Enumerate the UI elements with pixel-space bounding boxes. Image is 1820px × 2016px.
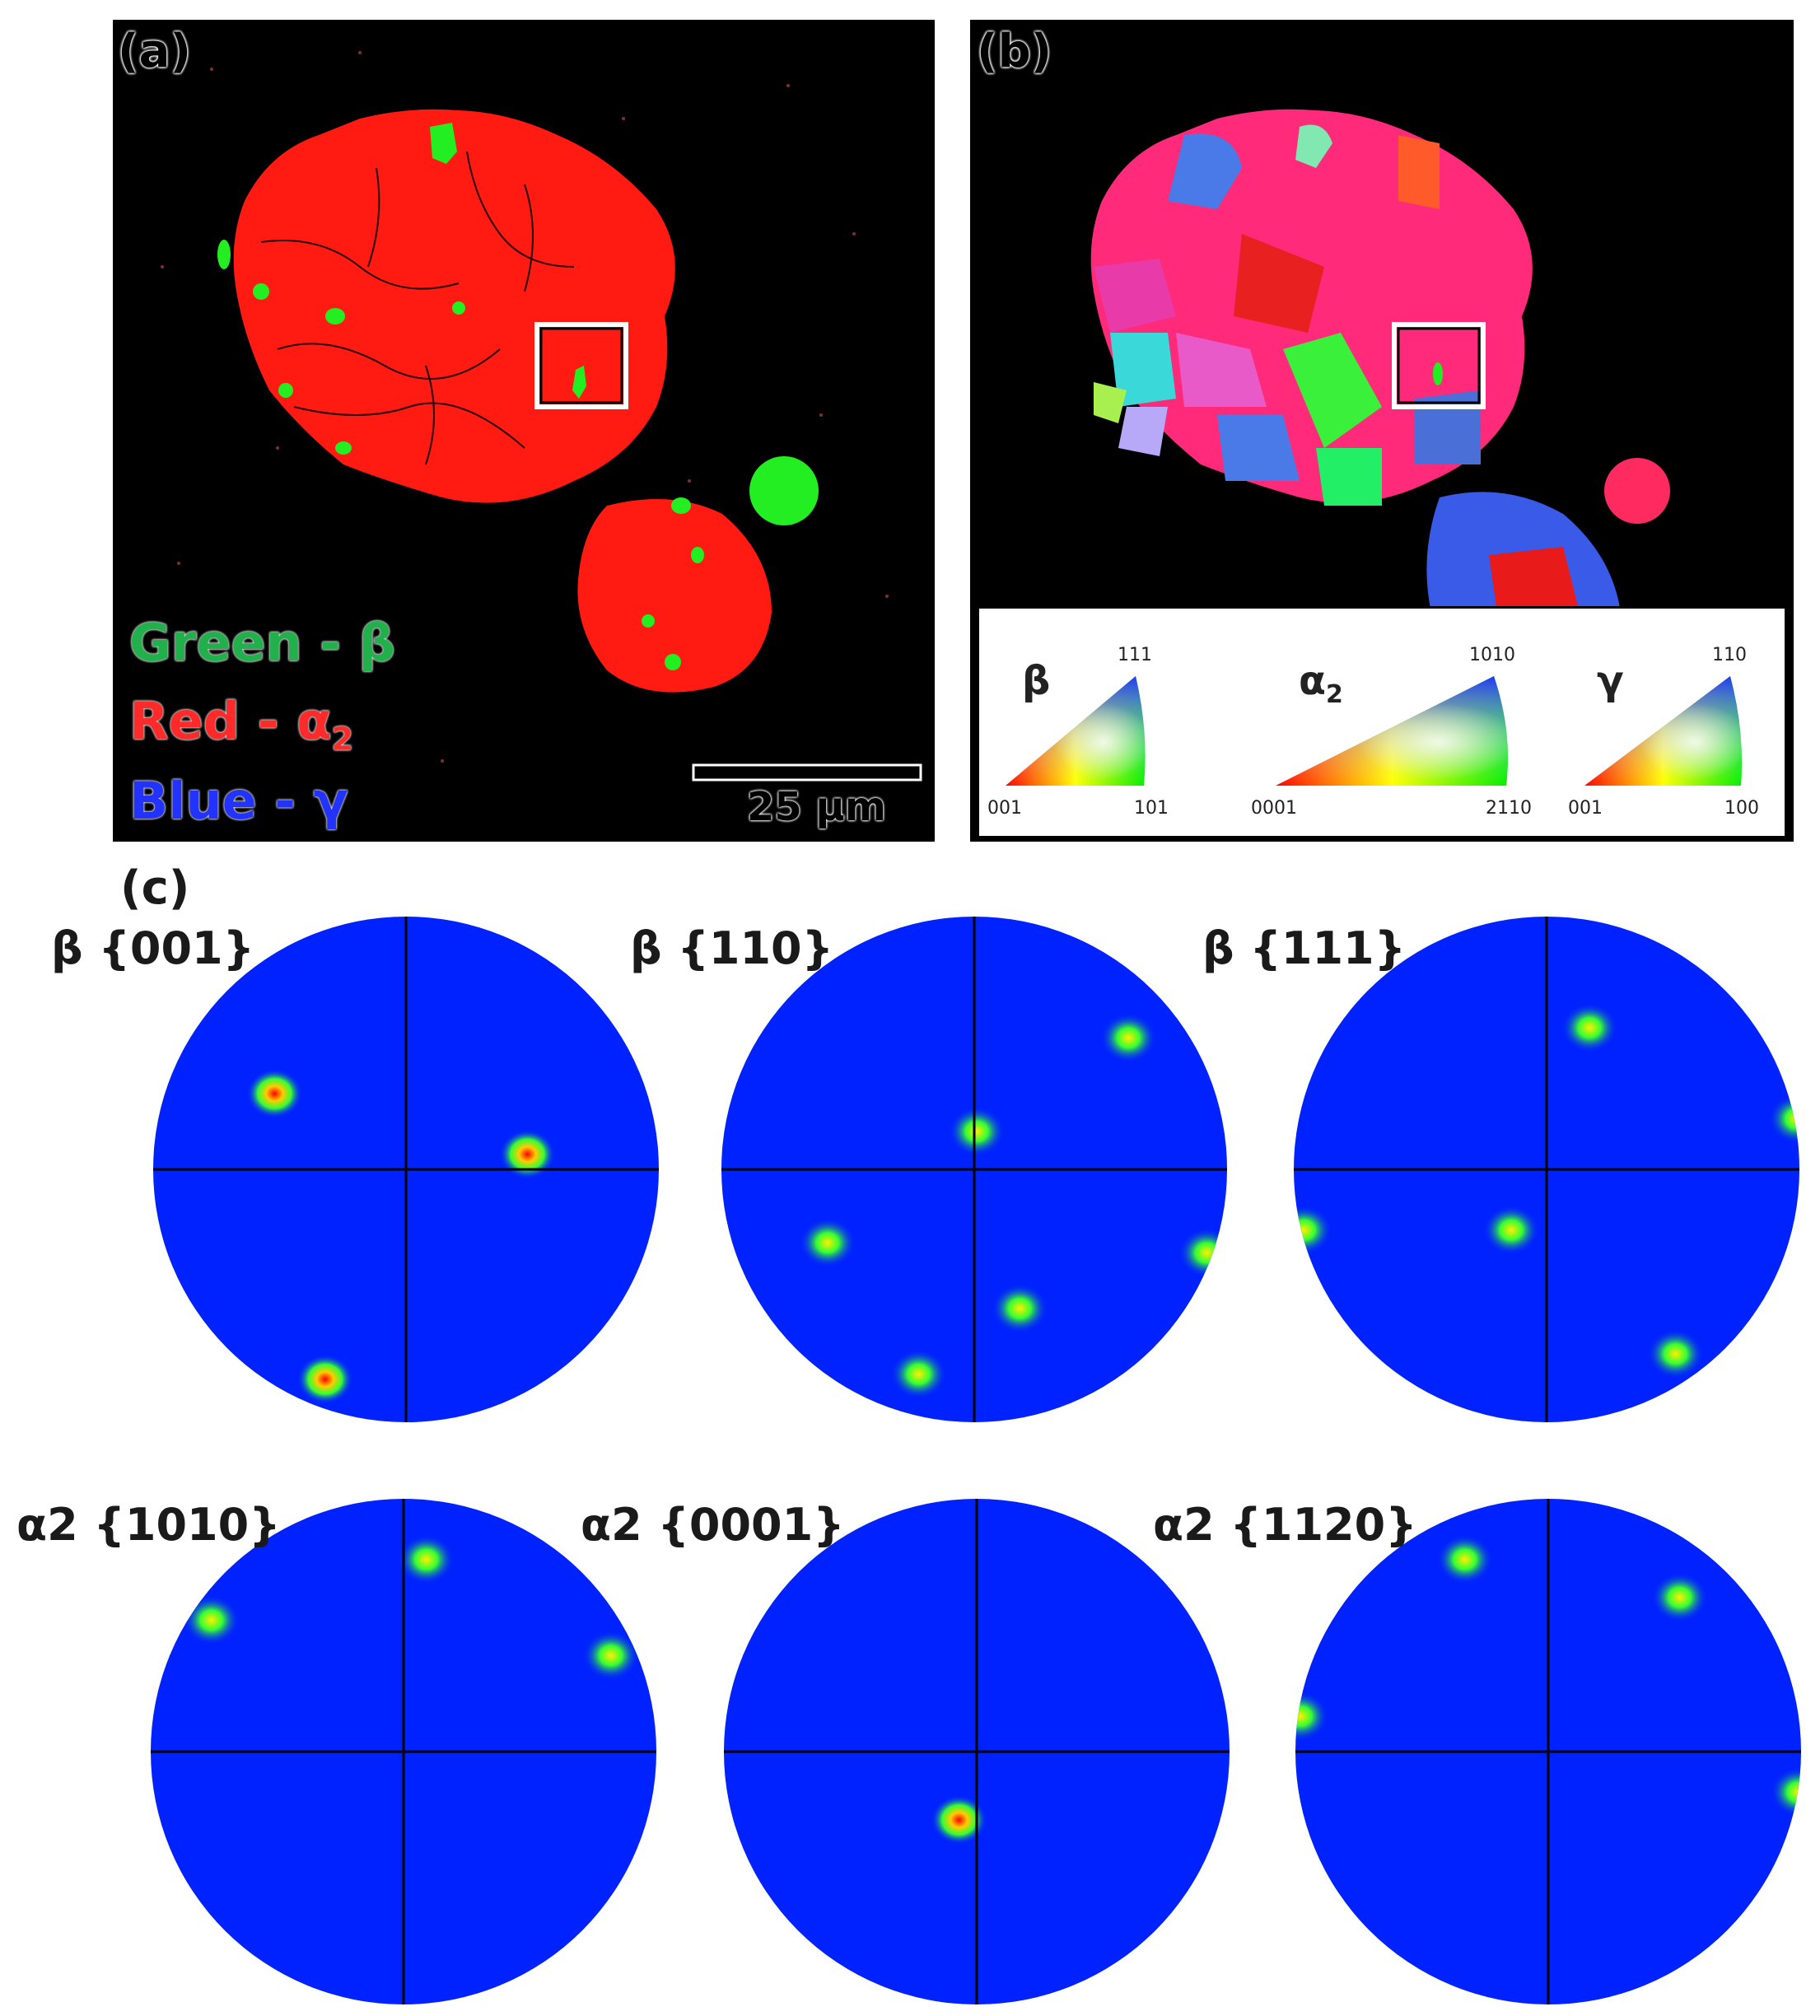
ipf-beta-symbol: β [1022, 658, 1051, 704]
scale-bar [692, 763, 922, 782]
orientation-map-panel: (b) β 111 [970, 20, 1794, 842]
ipf-gamma-left: 001 [1568, 798, 1603, 819]
legend-alpha2: Red - α2 [129, 691, 354, 758]
panel-label-b: (b) [977, 25, 1052, 78]
pole-spot [582, 1631, 639, 1681]
phase-map-image [161, 51, 922, 782]
pole-spot [398, 1534, 455, 1584]
pole-spot [183, 1595, 240, 1645]
panel-label-a: (a) [118, 25, 191, 78]
pole-figure-4 [151, 1499, 656, 2004]
orientation-map-image [1090, 109, 1670, 613]
pole-spot [1647, 1329, 1704, 1379]
pole-figure-2 [721, 917, 1227, 1422]
ipf-triangle-beta [1006, 676, 1146, 786]
pole-spot [1294, 1205, 1332, 1255]
ipf-triangles [1006, 676, 1743, 786]
noise-dots [161, 51, 889, 763]
pole-figure-label: α2 {0001} [581, 1499, 845, 1551]
pole-figure-3 [1294, 917, 1799, 1422]
ipf-gamma-right: 100 [1724, 798, 1759, 819]
pole-figure-label: α2 {1010} [16, 1499, 281, 1551]
small-particle [577, 499, 772, 693]
ipf-gamma-top: 110 [1712, 645, 1747, 665]
pole-figure-6 [1295, 1499, 1801, 2004]
ipf-alpha2-left: 0001 [1251, 798, 1297, 819]
ipf-color-key: β 111 001 101 α2 1010 0001 2110 γ 110 00… [977, 606, 1787, 838]
ipf-beta-right: 101 [1134, 798, 1169, 819]
pole-spot [1483, 1205, 1540, 1255]
scale-bar-label: 25 µm [747, 784, 886, 830]
beta-inclusions [217, 123, 586, 455]
pole-figure-label: β {110} [630, 922, 834, 974]
panel-label-c: (c) [120, 861, 190, 915]
ipf-alpha2-symbol: α2 [1299, 658, 1343, 709]
pole-figure-label: β {111} [1202, 922, 1407, 974]
legend-beta: Green - β [129, 613, 395, 673]
ipf-triangle-alpha2 [1276, 676, 1509, 786]
ipf-alpha2-right: 2110 [1486, 798, 1532, 819]
pole-spot [296, 1354, 353, 1404]
selection-box [534, 322, 628, 409]
phase-map-panel: (a) Green - β Red - α2 Blue - γ 25 µm [113, 20, 935, 842]
legend-gamma: Blue - γ [129, 771, 348, 831]
pole-figure-1 [153, 917, 659, 1422]
pole-figure-label: α2 {1120} [1153, 1499, 1417, 1551]
pole-spot [1295, 1692, 1329, 1742]
pole-spot [499, 1129, 556, 1179]
pole-spot [1651, 1572, 1708, 1622]
ipf-gamma-symbol: γ [1597, 658, 1624, 704]
pole-spot [1561, 1003, 1618, 1053]
pole-spot [1436, 1534, 1493, 1584]
grain-boundaries [260, 151, 575, 465]
pole-spot [1100, 1013, 1157, 1063]
ipf-beta-left: 001 [987, 798, 1022, 819]
pole-spot [931, 1794, 987, 1845]
ipf-beta-particle [1604, 458, 1670, 524]
ipf-beta-top: 111 [1118, 645, 1152, 665]
ipf-alpha2-top: 1010 [1469, 645, 1515, 665]
beta-particle [749, 456, 819, 525]
pole-spot [949, 1106, 1006, 1156]
pole-figure-5 [724, 1499, 1230, 2004]
ipf-selection-box [1392, 322, 1486, 409]
pole-spot [246, 1068, 303, 1118]
pole-spot [799, 1218, 856, 1268]
pole-spot [992, 1283, 1048, 1333]
pole-figure-label: β {001} [51, 922, 255, 974]
pole-spot [890, 1349, 947, 1399]
ipf-triangle-gamma [1584, 676, 1743, 786]
